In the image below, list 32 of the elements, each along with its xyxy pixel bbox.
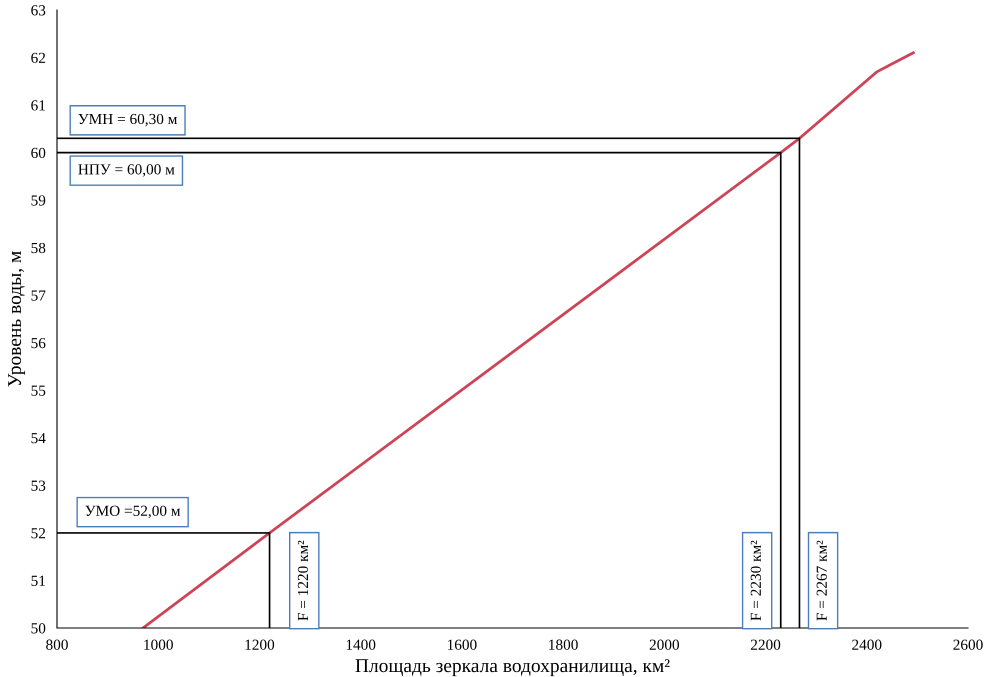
x-tick-label: 800	[46, 640, 68, 650]
y-tick-label: 59	[32, 195, 46, 206]
x-tick-label: 1400	[346, 640, 376, 650]
x-tick-label: 2200	[750, 640, 780, 650]
y-tick-label: 50	[32, 623, 46, 634]
x-tick-label: 1000	[144, 640, 173, 650]
y-tick-label: 51	[32, 576, 45, 586]
annotation: УМН = 60,30 м	[78, 114, 178, 126]
y-tick-label: 52	[32, 528, 46, 538]
y-tick-label: 60	[31, 148, 46, 158]
y-tick-label: 58	[32, 242, 46, 254]
annotation: F = 2267 км²	[816, 540, 827, 621]
x-tick-label: 1600	[448, 640, 477, 650]
x-tick-label: 1800	[549, 640, 578, 650]
annotation: F = 2230 км²	[750, 540, 761, 621]
annotation: УМО =52,00 м	[85, 506, 180, 518]
x-axis-title: Площадь зеркала водохранилища, км²	[355, 659, 670, 676]
y-tick-label: 61	[31, 100, 45, 111]
x-tick-label: 2600	[953, 640, 983, 650]
y-tick-label: 62	[31, 52, 46, 63]
x-tick-label: 1200	[246, 640, 274, 650]
annotation: F = 1220 км²	[298, 540, 308, 621]
y-tick-label: 56	[32, 338, 46, 348]
y-axis-title: Уровень воды, м	[8, 251, 26, 387]
annotation: НПУ = 60,00 м	[78, 164, 174, 177]
x-tick-label: 2000	[650, 640, 680, 650]
y-tick-label: 63	[31, 5, 46, 16]
y-tick-label: 53	[32, 480, 46, 491]
y-tick-label: 57	[32, 290, 46, 301]
y-tick-label: 54	[32, 433, 46, 444]
x-tick-label: 2400	[852, 640, 882, 650]
y-tick-label: 55	[32, 386, 46, 396]
